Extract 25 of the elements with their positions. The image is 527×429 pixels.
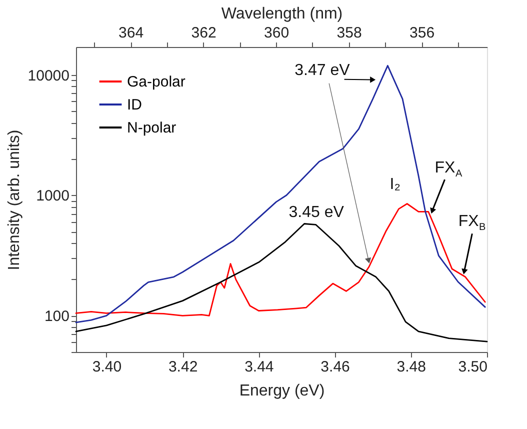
annotation: 3.45 eV xyxy=(288,204,344,221)
x2-tick-label: 362 xyxy=(191,24,216,42)
y-axis-title: Intensity (arb. units) xyxy=(6,130,23,270)
x-axis-title: Energy (eV) xyxy=(239,382,325,400)
line-series xyxy=(75,203,486,316)
line-series xyxy=(75,64,486,324)
x-tick-label: 3.40 xyxy=(92,358,122,376)
legend-label: ID xyxy=(127,96,142,114)
y-tick-label: 100 xyxy=(44,308,70,326)
legend-label: N-polar xyxy=(127,120,176,136)
x-tick-label: 3.50 xyxy=(458,358,488,376)
x-tick-label: 3.48 xyxy=(396,358,426,376)
x-tick-label: 3.42 xyxy=(168,358,198,376)
x-tick-label: 3.46 xyxy=(320,358,350,376)
annotation: 3.47 eV xyxy=(294,62,350,79)
x2-tick-label: 360 xyxy=(264,24,290,42)
legend-label: Ga-polar xyxy=(127,74,186,90)
x2-tick-label: 358 xyxy=(336,24,362,42)
y-tick-label: 10000 xyxy=(28,67,70,84)
y-tick-label: 1000 xyxy=(36,188,70,205)
x-tick-label: 3.44 xyxy=(244,358,274,376)
x2-tick-label: 356 xyxy=(410,24,435,42)
x2-tick-label: 364 xyxy=(118,24,144,42)
x2-axis-title: Wavelength (nm) xyxy=(221,6,343,22)
annotation: I₂ xyxy=(390,176,400,193)
